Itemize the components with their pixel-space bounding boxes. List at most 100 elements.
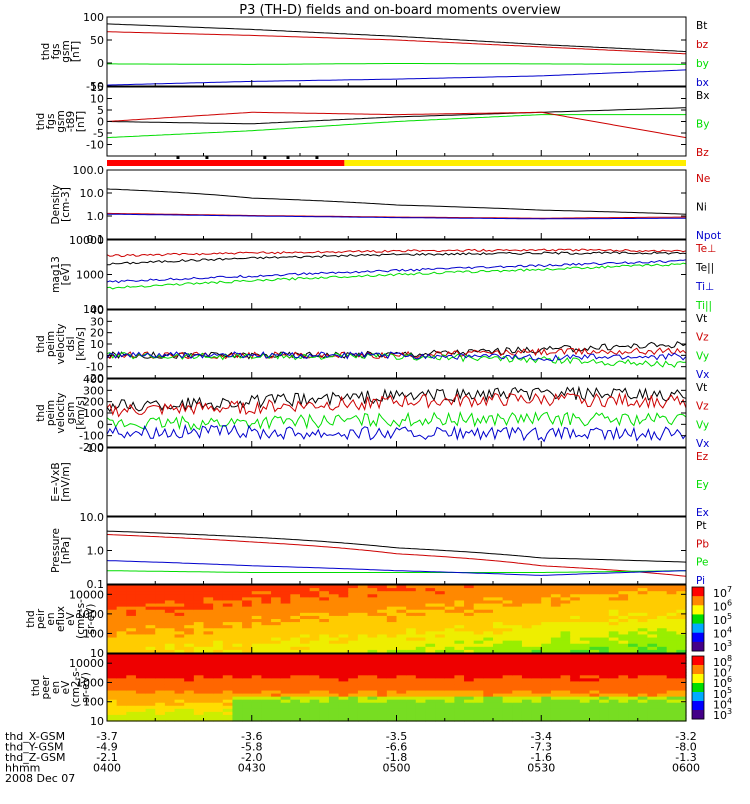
heatmap-cell xyxy=(319,669,330,673)
heatmap-cell xyxy=(666,628,677,632)
mode-marker xyxy=(176,156,180,159)
heatmap-cell xyxy=(435,714,446,719)
heatmap-cell xyxy=(135,603,147,608)
heatmap-cell xyxy=(464,649,475,654)
heatmap-cell xyxy=(242,657,253,661)
heatmap-cell xyxy=(483,619,494,623)
heatmap-cell xyxy=(242,640,253,645)
heatmap-cell xyxy=(107,600,118,605)
heatmap-cell xyxy=(164,669,176,673)
series-line-Ti|| xyxy=(106,262,687,290)
heatmap-cell xyxy=(512,628,523,632)
series-line-Vx xyxy=(106,423,687,443)
heatmap-cell xyxy=(579,600,591,605)
heatmap-cell xyxy=(512,594,523,598)
heatmap-cell xyxy=(300,714,311,719)
heatmap-cell xyxy=(521,622,533,626)
heatmap-cell xyxy=(203,585,214,589)
heatmap-cell xyxy=(357,672,369,676)
heatmap-cell xyxy=(396,643,407,648)
heatmap-cell xyxy=(328,594,340,598)
heatmap-cell xyxy=(290,603,301,608)
heatmap-cell xyxy=(502,678,513,683)
heatmap-cell xyxy=(348,711,359,716)
heatmap-cell xyxy=(290,643,301,648)
heatmap-cell xyxy=(251,609,262,614)
heatmap-cell xyxy=(174,594,185,598)
heatmap-cell xyxy=(213,637,224,642)
heatmap-cell xyxy=(126,637,137,642)
heatmap-cell xyxy=(454,669,465,673)
heatmap-cell xyxy=(657,681,668,686)
heatmap-cell xyxy=(406,654,417,658)
heatmap-cell xyxy=(541,612,552,617)
colorbar-segment xyxy=(692,665,704,675)
heatmap-cell xyxy=(348,693,359,698)
heatmap-cell xyxy=(155,702,166,707)
heatmap-cell xyxy=(435,654,446,658)
heatmap-cell xyxy=(637,615,648,620)
heatmap-cell xyxy=(560,643,571,648)
heatmap-cell xyxy=(473,628,484,632)
heatmap-cell xyxy=(164,606,176,611)
heatmap-cell xyxy=(357,690,369,695)
legend-Pi: Pi xyxy=(696,575,705,587)
heatmap-cell xyxy=(126,603,137,608)
heatmap-cell xyxy=(309,669,320,673)
heatmap-cell xyxy=(290,705,301,710)
heatmap-cell xyxy=(261,705,272,710)
heatmap-cell xyxy=(589,606,600,611)
heatmap-cell xyxy=(521,609,533,614)
footer-row-label: thd_X-GSM xyxy=(5,730,65,743)
heatmap-cell xyxy=(444,687,455,692)
heatmap-cell xyxy=(599,637,610,642)
heatmap-cell xyxy=(377,696,388,701)
heatmap-cell xyxy=(377,634,388,639)
heatmap-cell xyxy=(676,717,687,722)
heatmap-cell xyxy=(338,597,349,602)
heatmap-cell xyxy=(251,681,262,686)
heatmap-cell xyxy=(251,612,262,617)
heatmap-cell xyxy=(174,631,185,636)
heatmap-cell xyxy=(213,619,224,623)
heatmap-cell xyxy=(570,615,581,620)
heatmap-cell xyxy=(589,637,600,642)
heatmap-cell xyxy=(213,699,224,704)
heatmap-cell xyxy=(657,597,668,602)
heatmap-cell xyxy=(618,657,629,661)
heatmap-cell xyxy=(435,591,446,595)
heatmap-cell xyxy=(328,606,340,611)
ytick-label: 1000 xyxy=(76,269,104,282)
heatmap-cell xyxy=(155,714,166,719)
heatmap-cell xyxy=(367,594,378,598)
heatmap-cell xyxy=(406,705,417,710)
heatmap-cell xyxy=(174,615,185,620)
heatmap-cell xyxy=(657,625,668,629)
ytick-label: 1000 xyxy=(76,676,104,689)
heatmap-cell xyxy=(222,609,234,614)
heatmap-cell xyxy=(425,681,436,686)
heatmap-cell xyxy=(107,640,118,645)
heatmap-cell xyxy=(531,625,542,629)
heatmap-cell xyxy=(319,711,330,716)
heatmap-cell xyxy=(184,615,195,620)
mode-marker xyxy=(286,156,290,159)
heatmap-cell xyxy=(367,675,378,679)
heatmap-cell xyxy=(570,600,581,605)
heatmap-cell xyxy=(251,606,262,611)
heatmap-cell xyxy=(300,663,311,667)
heatmap-cell xyxy=(328,654,340,658)
heatmap-cell xyxy=(579,693,591,698)
legend-Vx: Vx xyxy=(696,438,709,450)
heatmap-cell xyxy=(251,628,262,632)
heatmap-cell xyxy=(174,693,185,698)
heatmap-cell xyxy=(377,628,388,632)
heatmap-cell xyxy=(213,600,224,605)
heatmap-cell xyxy=(493,588,504,592)
heatmap-cell xyxy=(367,625,378,629)
footer-value: -3.5 xyxy=(386,730,407,743)
heatmap-cell xyxy=(579,696,591,701)
heatmap-cell xyxy=(425,660,436,664)
heatmap-cell xyxy=(570,714,581,719)
heatmap-cell xyxy=(232,717,243,722)
